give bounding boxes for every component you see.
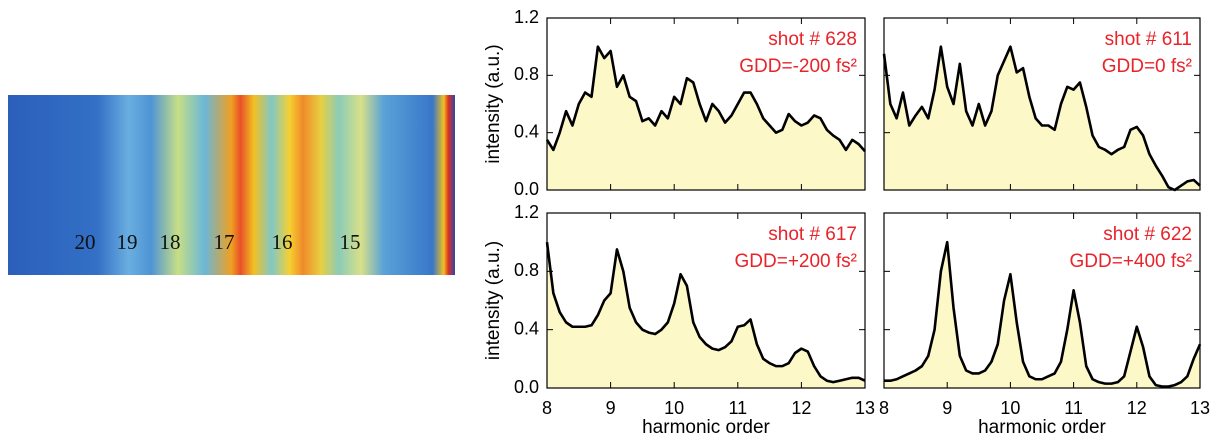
image-label: 19 (117, 230, 138, 254)
y-tick-label: 0.8 (514, 64, 539, 84)
plot-frame (883, 212, 1201, 389)
area-fill (547, 46, 865, 190)
annotation: GDD=+400 fs² (1070, 251, 1193, 272)
x-tick-label: 8 (879, 398, 889, 418)
area-fill (884, 242, 1200, 388)
line (545, 242, 866, 384)
x-tick-label: 13 (1190, 398, 1210, 418)
annotation: shot # 617 (768, 224, 857, 245)
x-tick-label: 12 (1127, 398, 1147, 418)
image-label: 16 (272, 230, 293, 254)
annotation: GDD=0 fs² (1102, 56, 1192, 77)
x-tick-label: 9 (942, 398, 952, 418)
x-tick-label: 9 (606, 398, 616, 418)
x-tick-label: 10 (1000, 398, 1020, 418)
annotation: shot # 628 (768, 29, 857, 50)
y-axis-label: intensity (a.u.) (483, 44, 504, 163)
annotation: shot # 611 (1105, 29, 1192, 50)
x-axis-label: harmonic order (642, 417, 770, 438)
x-axis-label: harmonic order (978, 417, 1106, 438)
plot-frame (546, 17, 866, 191)
area-fill (547, 242, 865, 388)
y-tick-label: 0.4 (514, 318, 539, 338)
line (882, 45, 1201, 192)
line (884, 240, 1202, 388)
y-axis-label: intensity (a.u.) (483, 241, 504, 360)
annotation: GDD=-200 fs² (739, 56, 857, 77)
x-tick-label: 8 (542, 398, 552, 418)
y-tick-label: 1.2 (514, 202, 539, 222)
y-tick-label: 0.0 (514, 377, 539, 397)
y-tick-label: 0.4 (514, 121, 539, 141)
x-tick-label: 13 (855, 398, 875, 418)
x-tick-label: 11 (728, 398, 747, 418)
plot-frame (883, 17, 1201, 191)
image-label: 17 (214, 230, 235, 254)
y-tick-label: 0.8 (514, 260, 539, 280)
y-tick-label: 1.2 (514, 7, 539, 27)
x-tick-label: 11 (1064, 398, 1083, 418)
line (545, 45, 866, 153)
x-tick-label: 12 (791, 398, 811, 418)
plot-frame (546, 212, 866, 389)
x-tick-label: 10 (664, 398, 684, 418)
harmonic-spectrum-image (8, 95, 455, 275)
annotation: shot # 622 (1103, 224, 1192, 245)
annotation: GDD=+200 fs² (735, 251, 858, 272)
image-label: 15 (340, 230, 361, 254)
image-label: 18 (160, 230, 181, 254)
image-label: 20 (75, 230, 96, 254)
area-fill (884, 46, 1200, 190)
y-tick-label: 0.0 (514, 179, 539, 199)
